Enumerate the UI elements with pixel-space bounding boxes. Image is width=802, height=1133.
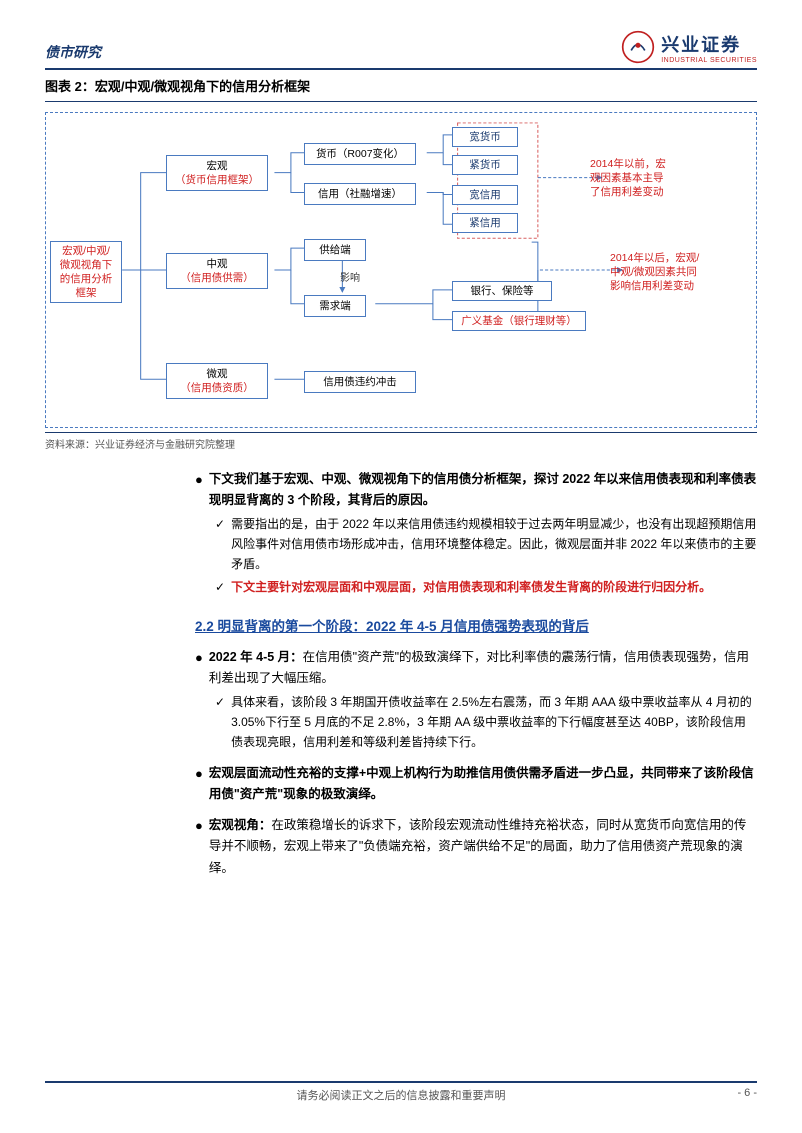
node-supply: 供给端 (304, 239, 366, 261)
node-loose-credit: 宽信用 (452, 185, 518, 205)
node-meso: 中观 （信用债供需） (166, 253, 268, 289)
node-tight-credit: 紧信用 (452, 213, 518, 233)
bullet-1-sub2: ✓ 下文主要针对宏观层面和中观层面，对信用债表现和利率债发生背离的阶段进行归因分… (215, 577, 757, 597)
bullet-4: ● 宏观视角：在政策稳增长的诉求下，该阶段宏观流动性维持充裕状态，同时从宽货币向… (195, 815, 757, 879)
node-money: 货币（R007变化） (304, 143, 416, 165)
node-default: 信用债违约冲击 (304, 371, 416, 393)
node-demand: 需求端 (304, 295, 366, 317)
diagram: 宏观/中观/ 微观视角下 的信用分析 框架 宏观 （货币信用框架） 中观 （信用… (45, 112, 757, 428)
chart-title: 图表 2：宏观/中观/微观视角下的信用分析框架 (45, 76, 757, 95)
body-content: ● 下文我们基于宏观、中观、微观视角下的信用债分析框架，探讨 2022 年以来信… (195, 469, 757, 879)
page-header: 债市研究 兴业证券 INDUSTRIAL SECURITIES (45, 30, 757, 70)
node-micro: 微观 （信用债资质） (166, 363, 268, 399)
logo-text-cn: 兴业证券 (661, 31, 757, 57)
node-bank: 银行、保险等 (452, 281, 552, 301)
node-root: 宏观/中观/ 微观视角下 的信用分析 框架 (50, 241, 122, 303)
node-fund: 广义基金（银行理财等） (452, 311, 586, 331)
bullet-2: ● 2022 年 4-5 月：在信用债"资产荒"的极致演绎下，对比利率债的震荡行… (195, 647, 757, 690)
bullet-1-sub1: ✓ 需要指出的是，由于 2022 年以来信用债违约规模相较于过去两年明显减少，也… (215, 514, 757, 575)
node-macro: 宏观 （货币信用框架） (166, 155, 268, 191)
node-loose-money: 宽货币 (452, 127, 518, 147)
bullet-3: ● 宏观层面流动性充裕的支撑+中观上机构行为助推信用债供需矛盾进一步凸显，共同带… (195, 763, 757, 806)
logo: 兴业证券 INDUSTRIAL SECURITIES (621, 30, 757, 64)
annotation-post2014: 2014年以后，宏观/ 中观/微观因素共同 影响信用利差变动 (610, 251, 699, 294)
footer-disclaimer: 请务必阅读正文之后的信息披露和重要声明 (297, 1087, 506, 1103)
node-credit: 信用（社融增速） (304, 183, 416, 205)
bullet-2-sub1: ✓ 具体来看，该阶段 3 年期国开债收益率在 2.5%左右震荡，而 3 年期 A… (215, 692, 757, 753)
logo-icon (621, 30, 655, 64)
bullet-1: ● 下文我们基于宏观、中观、微观视角下的信用债分析框架，探讨 2022 年以来信… (195, 469, 757, 512)
section-title: 2.2 明显背离的第一个阶段：2022 年 4-5 月信用债强势表现的背后 (195, 615, 757, 635)
node-tight-money: 紧货币 (452, 155, 518, 175)
doc-category: 债市研究 (45, 30, 101, 62)
chart-source: 资料来源：兴业证券经济与金融研究院整理 (45, 432, 757, 451)
logo-text-en: INDUSTRIAL SECURITIES (661, 57, 757, 64)
page-number: - 6 - (737, 1087, 757, 1099)
page-footer: 请务必阅读正文之后的信息披露和重要声明 - 6 - (45, 1081, 757, 1103)
label-impact: 影响 (340, 269, 360, 284)
annotation-pre2014: 2014年以前，宏 观因素基本主导 了信用利差变动 (590, 157, 666, 200)
